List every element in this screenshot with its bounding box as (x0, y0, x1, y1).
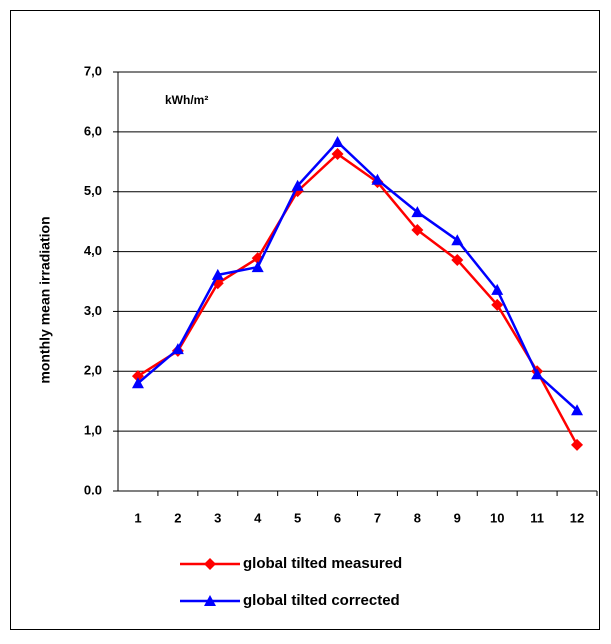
y-tick-label: 2,0 (84, 363, 102, 378)
marker (451, 234, 464, 246)
x-tick-label: 1 (134, 510, 141, 525)
y-axis-label: monthly mean irradiation (37, 216, 53, 383)
x-tick-label: 6 (334, 510, 341, 525)
x-tick-label: 4 (254, 510, 262, 525)
marker (411, 206, 424, 218)
marker (171, 343, 184, 355)
legend-marker (204, 595, 216, 606)
x-tick-label: 8 (414, 510, 421, 525)
y-tick-label: 5,0 (84, 183, 102, 198)
marker (291, 179, 304, 191)
x-tick-label: 2 (174, 510, 181, 525)
marker (531, 368, 544, 380)
marker (411, 224, 424, 237)
marker (491, 283, 504, 295)
marker (131, 377, 144, 389)
series-line (137, 140, 578, 412)
y-tick-label: 3,0 (84, 303, 102, 318)
marker (571, 438, 584, 451)
marker (331, 148, 344, 161)
marker (491, 298, 504, 311)
marker (451, 253, 464, 266)
y-tick-label: 7,0 (84, 63, 102, 78)
y-tick-label: 6,0 (84, 123, 102, 138)
y-tick-label: 4,0 (84, 243, 102, 258)
marker (251, 261, 264, 273)
legend-marker (204, 558, 216, 570)
y-tick-label: 0.0 (84, 482, 102, 497)
x-tick-label: 12 (570, 510, 584, 525)
x-tick-label: 3 (214, 510, 221, 525)
x-tick-label: 7 (374, 510, 381, 525)
marker (331, 136, 344, 148)
legend-label: global tilted measured (243, 555, 402, 572)
series-line (137, 152, 579, 446)
chart-frame (10, 10, 600, 630)
x-tick-label: 11 (530, 510, 544, 525)
marker (371, 173, 384, 185)
marker (211, 268, 224, 280)
marker (571, 404, 584, 416)
y-tick-label: 1,0 (84, 423, 102, 438)
legend-label: global tilted corrected (243, 592, 400, 609)
annotation: kWh/m² (165, 93, 208, 107)
x-tick-label: 9 (454, 510, 461, 525)
x-tick-label: 10 (490, 510, 504, 525)
x-tick-label: 5 (294, 510, 301, 525)
